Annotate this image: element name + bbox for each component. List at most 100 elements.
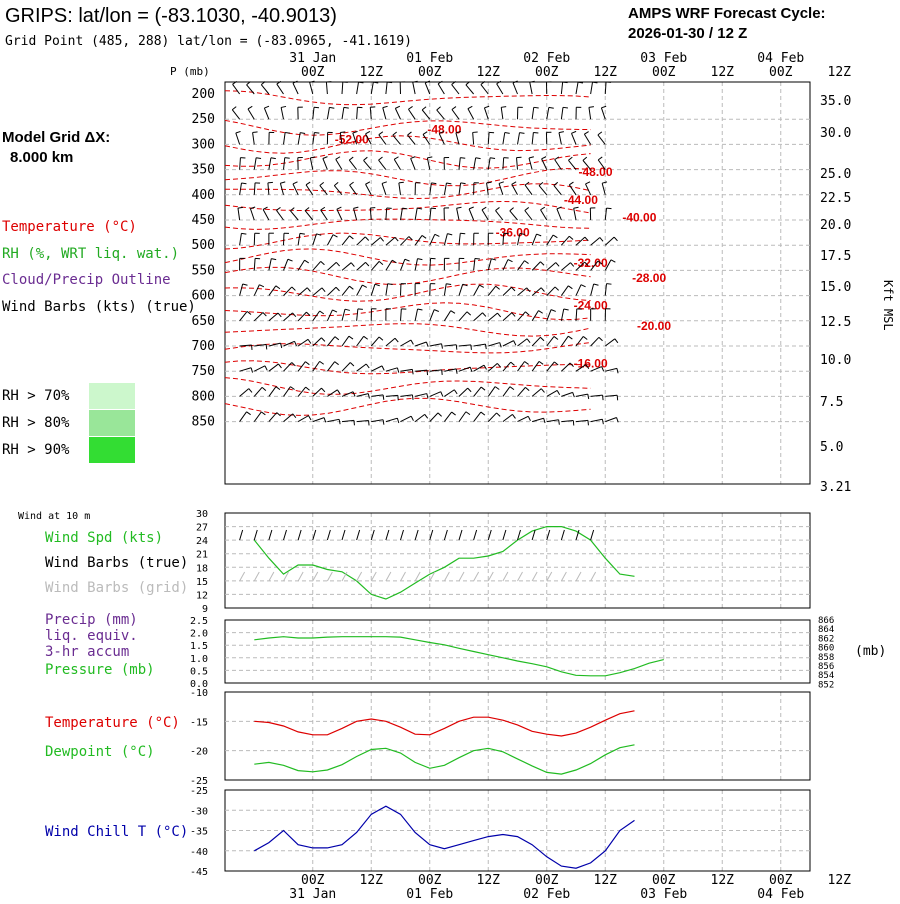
wind-barb bbox=[357, 285, 363, 296]
chill-tick-label: -35 bbox=[190, 827, 208, 838]
wind-barb-feather bbox=[537, 234, 542, 236]
wind-barb bbox=[561, 309, 563, 321]
wind-barb-feather bbox=[241, 233, 246, 234]
cycle-value: 2026-01-30 / 12 Z bbox=[628, 25, 747, 42]
wind-barb bbox=[574, 208, 576, 220]
wind-barb bbox=[517, 158, 518, 170]
wind-barb-feather bbox=[553, 235, 557, 238]
wind-barb-feather bbox=[487, 182, 492, 183]
wind-barb bbox=[313, 107, 314, 119]
precip-legend-text: liq. equiv. bbox=[45, 628, 138, 644]
wind-barb-feather bbox=[528, 416, 530, 420]
wind-panel-title: Wind at 10 m bbox=[18, 511, 90, 522]
wind-barb bbox=[254, 258, 255, 270]
wind-barb bbox=[386, 338, 395, 346]
wind-barb bbox=[253, 133, 255, 145]
wind-barb bbox=[561, 336, 568, 346]
wind-barb-feather bbox=[520, 133, 525, 134]
wind-barb-feather bbox=[538, 311, 542, 314]
wind-barb-feather bbox=[412, 369, 413, 374]
bottom-date-label: 31 Jan bbox=[289, 887, 336, 900]
wind-barb-feather bbox=[264, 106, 269, 108]
wind-barb-feather bbox=[512, 414, 515, 418]
wind-barb bbox=[415, 208, 417, 220]
wind-barb bbox=[247, 85, 255, 94]
wind-barb-feather bbox=[320, 182, 324, 185]
wind-barbs bbox=[232, 81, 618, 425]
wind-barb bbox=[327, 337, 335, 346]
surface-barb-true bbox=[591, 530, 594, 540]
barbs-legend-label: Wind Barbs (kts) (true) bbox=[2, 299, 196, 315]
wind-barb-feather bbox=[366, 262, 369, 266]
wind-barb-feather bbox=[344, 107, 349, 108]
wind-barb-feather bbox=[426, 342, 428, 347]
wind-barb bbox=[298, 312, 306, 321]
wind-barb bbox=[268, 183, 269, 195]
wind-barb bbox=[510, 211, 518, 220]
wind-barb-feather bbox=[408, 106, 412, 109]
wind-barb-feather bbox=[559, 420, 560, 425]
rh-legend-label: RH > 80% bbox=[2, 415, 70, 431]
wind-barb bbox=[357, 364, 367, 371]
wind-barb bbox=[503, 414, 513, 421]
wind-barb-feather bbox=[278, 313, 281, 317]
wind-barb bbox=[264, 108, 269, 119]
top-time-tick: 00Z bbox=[652, 65, 676, 80]
temperature-contour-label: -48.00 bbox=[578, 165, 612, 179]
wind-barb-feather bbox=[594, 284, 599, 285]
height-tick-label: 35.0 bbox=[820, 94, 851, 109]
top-time-tick: 00Z bbox=[535, 65, 559, 80]
wind-barb-feather bbox=[441, 392, 443, 397]
wind-barb-feather bbox=[496, 286, 500, 289]
wind-barb bbox=[254, 387, 262, 396]
wind-barb bbox=[313, 418, 324, 422]
bottom-time-tick: 12Z bbox=[477, 873, 501, 888]
temp-tick-label: -10 bbox=[190, 688, 208, 699]
surface-barb-true bbox=[401, 530, 404, 540]
wind-barb bbox=[342, 286, 349, 295]
wind-barb-feather bbox=[251, 368, 252, 373]
wind-barb-feather bbox=[588, 394, 589, 399]
wind-barb bbox=[474, 285, 480, 296]
bottom-time-tick: 00Z bbox=[652, 873, 676, 888]
wind-barb-feather bbox=[271, 259, 276, 260]
wind-barb bbox=[561, 82, 562, 94]
wind-barb-feather bbox=[446, 284, 451, 285]
wind-barb-feather bbox=[583, 336, 587, 339]
wind-barb bbox=[591, 337, 599, 346]
wind-barb-feather bbox=[467, 312, 471, 315]
wind-barb-feather bbox=[399, 182, 404, 183]
wind-barb bbox=[401, 237, 409, 246]
wind-barb bbox=[547, 287, 555, 296]
chill-tick-label: -30 bbox=[190, 806, 208, 817]
wind-barb-feather bbox=[483, 313, 486, 317]
wind-barb bbox=[293, 83, 298, 94]
wind-barb-feather bbox=[505, 133, 510, 134]
temperature-contour bbox=[225, 303, 591, 320]
wind-barb-feather bbox=[479, 285, 483, 287]
grid-spacing-value: 8.000 km bbox=[10, 149, 73, 166]
wind-barb-feather bbox=[442, 370, 443, 375]
wind-barb-feather bbox=[266, 344, 267, 349]
wind-barb-feather bbox=[238, 207, 243, 208]
wind-barb bbox=[484, 108, 488, 119]
temp-tick-label: -15 bbox=[190, 717, 208, 728]
wind-barb bbox=[240, 158, 241, 170]
wind-barb bbox=[430, 234, 435, 245]
wind-barb bbox=[284, 158, 285, 170]
pressure-tick-label: 600 bbox=[192, 289, 215, 304]
wind-barb bbox=[393, 135, 401, 144]
bottom-time-tick: 12Z bbox=[360, 873, 384, 888]
wind-barb-feather bbox=[276, 387, 280, 390]
wind-barb-feather bbox=[276, 207, 280, 210]
wind-barb-feather bbox=[354, 207, 359, 208]
wind-barb bbox=[321, 210, 328, 220]
height-tick-label: 20.0 bbox=[820, 218, 851, 233]
wind-barb bbox=[371, 366, 382, 371]
wind-barb-feather bbox=[397, 418, 398, 423]
wind-barb-feather bbox=[501, 107, 506, 108]
wind-barb bbox=[503, 313, 512, 321]
wind-barb-feather bbox=[249, 389, 252, 393]
wind-barb-feather bbox=[358, 309, 363, 310]
wind-barb-feather bbox=[529, 157, 534, 158]
